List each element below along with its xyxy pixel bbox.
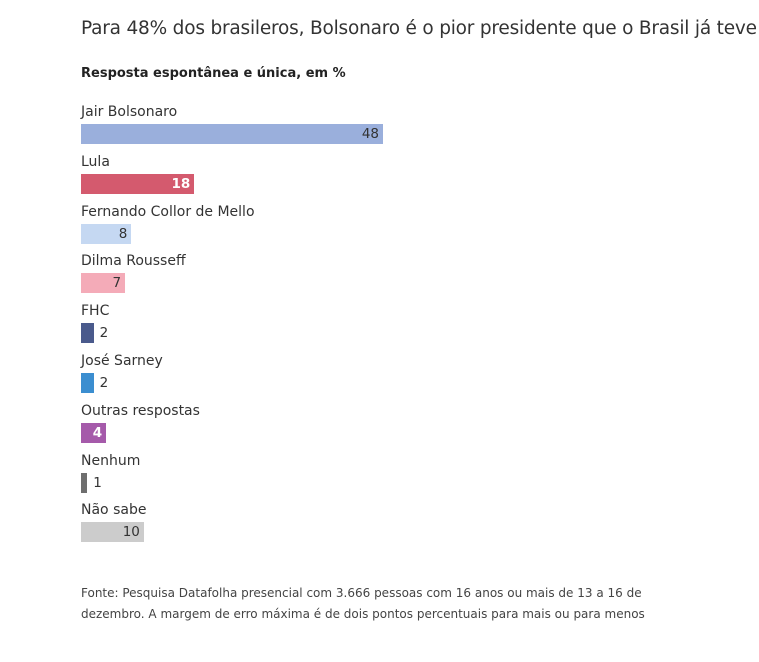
bar-value-label: 2 [99,325,109,342]
bar-category-label: Dilma Rousseff [81,253,186,270]
bar-category-label: Nenhum [81,452,141,469]
bar-value-label: 4 [92,424,103,441]
bar-value-label: 48 [361,126,379,142]
bar-row: Fernando Collor de Mello 8 [81,204,701,254]
bar-category-label: FHC [81,303,110,320]
bar [81,124,383,144]
source-note: Fonte: Pesquisa Datafolha presencial com… [81,586,645,621]
bar-category-label: Lula [81,153,110,170]
bar-row: Lula 18 [81,154,701,204]
bar-category-label: Jair Bolsonaro [81,104,178,120]
bar-value-label: 18 [171,175,191,192]
bar [81,323,94,344]
bar-value-label: 10 [122,524,140,541]
bar-row: Outras respostas 4 [81,403,701,453]
bar-category-label: Outras respostas [81,402,200,419]
bar-category-label: Não sabe [81,502,147,519]
bar-row: FHC 2 [81,303,701,353]
bar [81,373,94,393]
bar [81,173,195,194]
chart-title: Para 48% dos brasileros, Bolsonaro é o p… [81,18,757,39]
bar [81,422,107,443]
bar-row: José Sarney 2 [81,353,701,403]
bar-category-label: Fernando Collor de Mello [81,203,255,220]
chart-subtitle: Resposta espontânea e única, em % [81,66,346,81]
bar [81,273,126,294]
bar-row: Não sabe 10 [81,502,701,552]
bar [81,223,132,244]
bar [81,472,88,493]
bar-value-label: 1 [93,474,102,491]
bar-row: Dilma Rousseff 7 [81,253,701,303]
bar-row: Nenhum 1 [81,453,701,503]
bar [81,522,144,543]
bar-value-label: 8 [118,225,128,242]
bar-row: Jair Bolsonaro 48 [81,104,701,154]
bar-value-label: 7 [112,275,122,292]
bar-value-label: 2 [99,375,109,391]
bar-category-label: José Sarney [81,353,163,369]
